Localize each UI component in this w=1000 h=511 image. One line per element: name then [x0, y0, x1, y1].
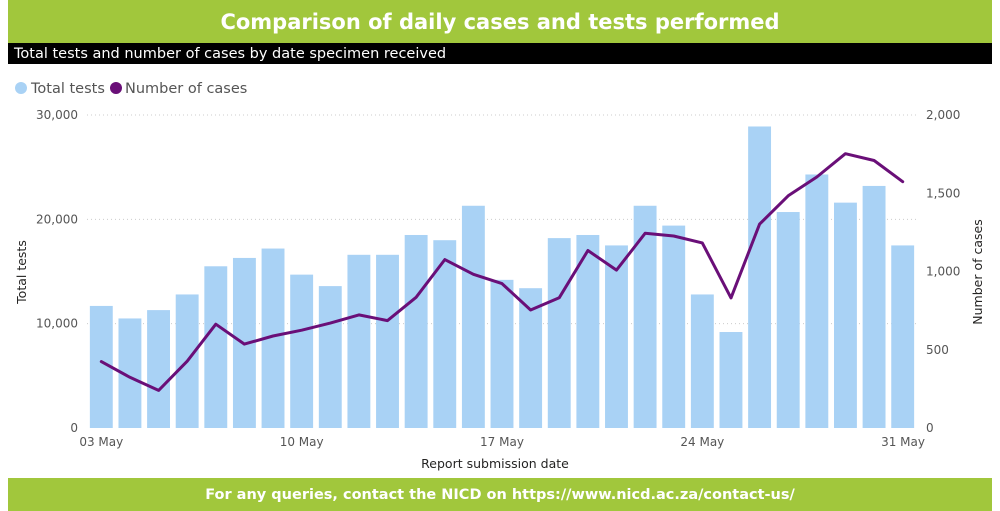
- bar-total-tests: [862, 185, 886, 428]
- bar-total-tests: [204, 266, 228, 428]
- y2-tick-label: 0: [926, 421, 934, 435]
- bar-total-tests: [547, 238, 571, 428]
- bar-total-tests: [719, 332, 743, 428]
- chart-title: Comparison of daily cases and tests perf…: [220, 9, 780, 34]
- y-tick-label: 20,000: [36, 212, 78, 226]
- y-tick-label: 10,000: [36, 317, 78, 331]
- bar-total-tests: [519, 288, 543, 428]
- right-axis-ticks: 0 500 1,000 1,500 2,000: [926, 108, 960, 435]
- legend-label-number-of-cases: Number of cases: [125, 81, 247, 97]
- bar-total-tests: [318, 286, 342, 428]
- bar-total-tests: [290, 274, 314, 428]
- bar-total-tests: [891, 245, 915, 428]
- bar-total-tests: [376, 254, 399, 428]
- bar-total-tests: [490, 279, 514, 428]
- bar-total-tests: [89, 305, 113, 428]
- y-tick-label: 30,000: [36, 108, 78, 122]
- bar-total-tests: [690, 294, 714, 428]
- bar-total-tests: [118, 318, 142, 428]
- x-tick-label: 31 May: [881, 435, 925, 449]
- y2-tick-label: 2,000: [926, 108, 960, 122]
- y2-tick-label: 500: [926, 343, 949, 357]
- bar-total-tests: [834, 202, 857, 428]
- x-axis-ticks: 03 May 10 May 17 May 24 May 31 May: [79, 435, 925, 449]
- bar-total-tests: [347, 254, 371, 428]
- y2-tick-label: 1,000: [926, 265, 960, 279]
- legend-marker-number-of-cases: [110, 82, 122, 94]
- bar-series-total-tests: [89, 126, 915, 428]
- legend: Total tests Number of cases: [15, 81, 247, 97]
- line-series-number-of-cases: [99, 152, 905, 392]
- y2-axis-title: Number of cases: [970, 219, 985, 324]
- bar-total-tests: [776, 212, 800, 428]
- subtitle-bar: Total tests and number of cases by date …: [8, 43, 992, 64]
- legend-marker-total-tests: [15, 82, 27, 94]
- x-tick-label: 10 May: [280, 435, 324, 449]
- x-tick-label: 03 May: [79, 435, 123, 449]
- x-tick-label: 24 May: [680, 435, 724, 449]
- bar-total-tests: [147, 310, 170, 428]
- x-tick-label: 17 May: [480, 435, 524, 449]
- chart-subtitle: Total tests and number of cases by date …: [14, 45, 447, 62]
- footer-contact-text: For any queries, contact the NICD on htt…: [205, 486, 795, 503]
- y2-tick-label: 1,500: [926, 186, 960, 200]
- bar-total-tests: [748, 126, 772, 428]
- bar-total-tests: [404, 234, 428, 428]
- left-axis-ticks: 0 10,000 20,000 30,000: [36, 108, 78, 435]
- title-banner: Comparison of daily cases and tests perf…: [8, 0, 992, 43]
- bar-total-tests: [576, 234, 600, 428]
- bar-total-tests: [662, 225, 686, 428]
- bar-total-tests: [805, 174, 829, 428]
- bar-total-tests: [605, 245, 628, 428]
- y-tick-label: 0: [70, 421, 78, 435]
- bar-total-tests: [261, 248, 285, 428]
- y-axis-title: Total tests: [14, 240, 29, 305]
- bar-total-tests: [461, 205, 485, 428]
- bar-total-tests: [633, 205, 657, 428]
- x-axis-title: Report submission date: [421, 456, 569, 471]
- footer-banner: For any queries, contact the NICD on htt…: [8, 478, 992, 511]
- bar-total-tests: [433, 240, 457, 428]
- legend-label-total-tests: Total tests: [30, 81, 105, 97]
